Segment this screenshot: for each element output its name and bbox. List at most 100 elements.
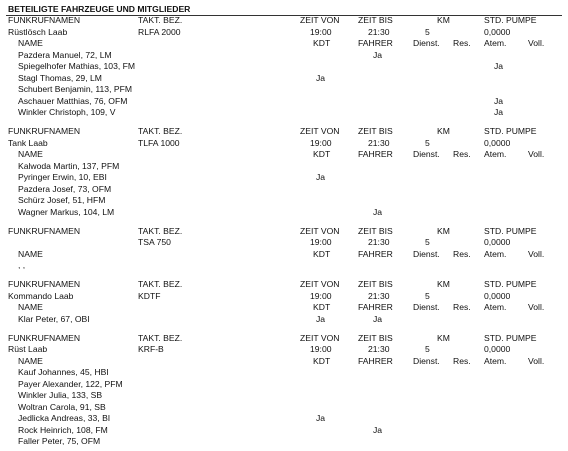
member-header: Res. bbox=[453, 302, 471, 312]
member-header: Res. bbox=[453, 149, 471, 159]
vehicle-takt: RLFA 2000 bbox=[138, 26, 181, 37]
member-name: Winkler Christoph, 109, V bbox=[18, 107, 116, 117]
column-header: ZEIT BIS bbox=[358, 126, 393, 136]
column-header: KM bbox=[437, 15, 450, 25]
member-header: KDT bbox=[313, 248, 331, 259]
member-flag: Ja bbox=[316, 313, 326, 324]
member-header: Atem. bbox=[484, 302, 507, 312]
column-header: STD. PUMPE bbox=[484, 15, 537, 25]
column-header: ZEIT VON bbox=[300, 225, 340, 236]
member-header: Voll. bbox=[528, 355, 545, 366]
vehicle-takt: KDTF bbox=[138, 290, 161, 301]
column-header: STD. PUMPE bbox=[484, 332, 537, 343]
column-header: ZEIT BIS bbox=[358, 225, 393, 236]
column-header: STD. PUMPE bbox=[484, 126, 537, 136]
vehicle-zeit-bis: 21:30 bbox=[368, 290, 390, 301]
vehicle-std-pumpe: 0,0000 bbox=[484, 26, 511, 37]
member-header: Atem. bbox=[484, 38, 507, 48]
column-header: STD. PUMPE bbox=[484, 225, 537, 236]
column-header: TAKT. BEZ. bbox=[138, 279, 183, 289]
column-header: STD. PUMPE bbox=[484, 279, 537, 289]
member-header: Res. bbox=[453, 355, 471, 366]
column-header: KM bbox=[437, 126, 450, 136]
member-header: FAHRER bbox=[358, 355, 393, 366]
vehicle-zeit-bis: 21:30 bbox=[368, 26, 390, 37]
column-header: ZEIT VON bbox=[300, 279, 340, 289]
member-header: NAME bbox=[18, 302, 43, 312]
vehicle-km: 5 bbox=[425, 344, 430, 354]
member-flag: Ja bbox=[316, 413, 326, 423]
member-name: Winkler Julia, 133, SB bbox=[18, 390, 103, 400]
vehicle-zeit-von: 19:00 bbox=[310, 344, 332, 354]
member-name: Schubert Benjamin, 113, PFM bbox=[18, 84, 133, 94]
vehicle-std-pumpe: 0,0000 bbox=[484, 290, 511, 301]
member-header: Dienst. bbox=[413, 38, 440, 48]
section-title: BETEILIGTE FAHRZEUGE UND MITGLIEDER bbox=[8, 4, 191, 14]
column-header: FUNKRUFNAMEN bbox=[8, 332, 81, 343]
member-flag: Ja bbox=[494, 95, 504, 106]
member-name: Kalwoda Martin, 137, PFM bbox=[18, 160, 120, 171]
member-flag: Ja bbox=[373, 206, 383, 217]
column-header: KM bbox=[437, 225, 450, 236]
member-header: Voll. bbox=[528, 248, 545, 259]
vehicle-std-pumpe: 0,0000 bbox=[484, 344, 511, 354]
column-header: ZEIT VON bbox=[300, 332, 340, 343]
member-header: KDT bbox=[313, 302, 331, 312]
member-header: Dienst. bbox=[413, 248, 440, 259]
column-header: FUNKRUFNAMEN bbox=[8, 15, 81, 25]
vehicle-km: 5 bbox=[425, 290, 430, 301]
member-name: Wagner Markus, 104, LM bbox=[18, 206, 115, 217]
member-flag: Ja bbox=[316, 72, 326, 83]
column-header: FUNKRUFNAMEN bbox=[8, 126, 81, 136]
member-header: NAME bbox=[18, 248, 43, 259]
member-header: Res. bbox=[453, 38, 471, 48]
vehicle-zeit-bis: 21:30 bbox=[368, 137, 390, 148]
member-name: Aschauer Matthias, 76, OFM bbox=[18, 95, 128, 106]
vehicle-funkrufname: Rüst Laab bbox=[8, 344, 48, 354]
vehicle-km: 5 bbox=[425, 237, 430, 247]
column-header: ZEIT VON bbox=[300, 126, 340, 136]
member-header: Dienst. bbox=[413, 149, 440, 159]
member-name: Payer Alexander, 122, PFM bbox=[18, 378, 123, 389]
member-header: Voll. bbox=[528, 38, 545, 48]
vehicle-km: 5 bbox=[425, 26, 430, 37]
member-flag: Ja bbox=[373, 313, 383, 324]
member-name: Pazdera Manuel, 72, LM bbox=[18, 49, 112, 60]
member-header: Atem. bbox=[484, 355, 507, 366]
member-name: Klar Peter, 67, OBI bbox=[18, 313, 90, 324]
column-header: ZEIT VON bbox=[300, 15, 340, 25]
member-header: FAHRER bbox=[358, 149, 393, 159]
column-header: TAKT. BEZ. bbox=[138, 15, 183, 25]
column-header: KM bbox=[437, 279, 450, 289]
member-header: Dienst. bbox=[413, 302, 440, 312]
vehicle-std-pumpe: 0,0000 bbox=[484, 237, 511, 247]
member-name: Pazdera Josef, 73, OFM bbox=[18, 183, 112, 194]
member-flag: Ja bbox=[316, 172, 326, 182]
vehicle-funkrufname: Tank Laab bbox=[8, 137, 48, 148]
member-flag: Ja bbox=[373, 49, 383, 60]
member-name: Woltran Carola, 91, SB bbox=[18, 401, 106, 412]
member-name: Pyringer Erwin, 10, EBI bbox=[18, 172, 107, 182]
member-name: Spiegelhofer Mathias, 103, FM bbox=[18, 61, 136, 71]
column-header: ZEIT BIS bbox=[358, 332, 393, 343]
column-header: TAKT. BEZ. bbox=[138, 126, 183, 136]
member-header: KDT bbox=[313, 38, 331, 48]
vehicle-zeit-bis: 21:30 bbox=[368, 237, 390, 247]
member-header: FAHRER bbox=[358, 302, 393, 312]
vehicle-zeit-von: 19:00 bbox=[310, 26, 332, 37]
vehicle-km: 5 bbox=[425, 137, 430, 148]
column-header: TAKT. BEZ. bbox=[138, 332, 183, 343]
member-header: NAME bbox=[18, 149, 43, 159]
member-name: Stagl Thomas, 29, LM bbox=[18, 72, 102, 83]
member-flag: Ja bbox=[494, 61, 504, 71]
title-rule bbox=[6, 15, 562, 16]
column-header: ZEIT BIS bbox=[358, 279, 393, 289]
member-name: Jedlicka Andreas, 33, BI bbox=[18, 413, 111, 423]
member-name: Schürz Josef, 51, HFM bbox=[18, 195, 106, 205]
member-header: NAME bbox=[18, 38, 43, 48]
column-header: FUNKRUFNAMEN bbox=[8, 279, 81, 289]
member-header: Voll. bbox=[528, 149, 545, 159]
member-header: FAHRER bbox=[358, 38, 393, 48]
vehicle-zeit-von: 19:00 bbox=[310, 237, 332, 247]
